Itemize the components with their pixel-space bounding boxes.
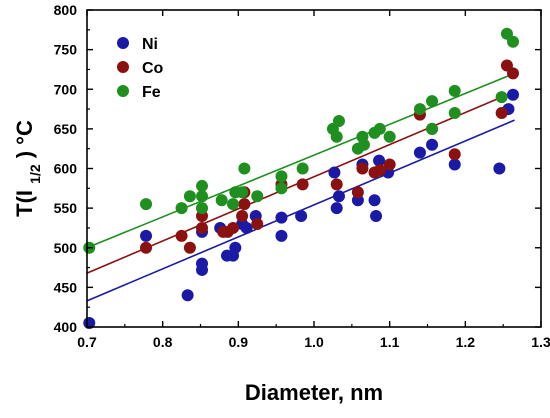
x-tick-label: 0.9 — [229, 334, 249, 350]
data-point-fe — [275, 182, 288, 195]
y-tick-label: 800 — [54, 2, 78, 18]
data-point-ni — [275, 229, 288, 242]
legend-marker-ni — [117, 37, 129, 49]
data-point-co — [196, 221, 209, 234]
data-point-fe — [448, 107, 461, 120]
x-tick-label: 1.3 — [531, 334, 550, 350]
x-tick-label: 0.8 — [153, 334, 173, 350]
data-point-fe — [275, 170, 288, 183]
y-tick-label: 600 — [54, 161, 78, 177]
plot-frame — [86, 9, 542, 328]
data-point-fe — [236, 186, 249, 199]
data-point-fe — [196, 202, 209, 215]
x-tick-label: 0.7 — [77, 334, 97, 350]
data-point-fe — [215, 194, 228, 207]
data-point-fe — [183, 190, 196, 203]
x-tick-label: 1.1 — [380, 334, 400, 350]
y-tick-label: 450 — [54, 279, 78, 295]
data-point-co — [383, 158, 396, 171]
data-point-co — [238, 198, 251, 211]
data-point-ni — [332, 190, 345, 203]
y-axis-title-suffix: ) °C — [12, 120, 37, 158]
y-tick-label: 750 — [54, 42, 78, 58]
data-point-ni — [426, 138, 439, 151]
data-point-fe — [507, 35, 520, 48]
data-point-fe — [495, 91, 508, 104]
data-point-fe — [413, 103, 426, 116]
data-point-fe — [426, 95, 439, 108]
data-point-co — [251, 217, 264, 230]
data-point-ni — [196, 257, 209, 270]
data-point-ni — [240, 221, 253, 234]
legend-marker-co — [117, 61, 129, 73]
data-point-ni — [181, 289, 194, 302]
legend-label-co: Co — [142, 60, 164, 77]
data-point-fe — [227, 198, 240, 211]
y-tick-label: 500 — [54, 240, 78, 256]
legend-marker-fe — [117, 85, 129, 97]
data-point-fe — [196, 190, 209, 203]
y-axis-title-subscript: 1/2 — [27, 164, 43, 184]
y-tick-label: 650 — [54, 121, 78, 137]
data-point-ni — [275, 211, 288, 224]
data-point-ni — [328, 166, 341, 179]
data-point-fe — [251, 190, 264, 203]
x-axis-title: Diameter, nm — [245, 380, 383, 405]
axes-group: 0.7 0.8 0.9 1.0 1.1 1.2 1.3 400 450 500 550 600 650 7… — [54, 2, 550, 350]
legend: Ni Co Fe — [117, 36, 164, 101]
data-point-ni — [448, 158, 461, 171]
y-tick-label: 400 — [54, 319, 78, 335]
data-point-fe — [238, 162, 251, 175]
y-axis-title: T(I 1/2 ) °C — [12, 120, 43, 217]
x-tick-label: 1.0 — [304, 334, 324, 350]
data-point-ni — [413, 146, 426, 159]
data-point-co — [183, 241, 196, 254]
data-point-ni — [493, 162, 506, 175]
data-point-ni — [373, 154, 386, 167]
data-point-co — [373, 164, 386, 177]
data-point-fe — [175, 202, 188, 215]
data-point-ni — [368, 194, 381, 207]
data-point-ni — [229, 241, 242, 254]
x-tick-label: 1.2 — [456, 334, 476, 350]
data-point-co — [356, 162, 369, 175]
data-point-fe — [357, 138, 370, 151]
y-tick-label: 550 — [54, 200, 78, 216]
data-point-fe — [140, 198, 153, 211]
data-point-co — [495, 107, 508, 120]
data-point-co — [448, 148, 461, 161]
data-point-fe — [426, 122, 439, 135]
fit-line-fe — [86, 72, 515, 249]
data-point-ni — [330, 202, 343, 215]
data-points-group — [83, 27, 520, 330]
y-axis-title-prefix: T(I — [12, 190, 37, 217]
data-point-co — [236, 210, 249, 223]
data-point-co — [296, 178, 309, 191]
data-point-ni — [295, 210, 308, 223]
data-point-ni — [370, 210, 383, 223]
data-point-fe — [196, 179, 209, 192]
data-point-co — [140, 241, 153, 254]
data-point-co — [330, 178, 343, 191]
data-point-ni — [507, 88, 520, 101]
data-point-fe — [296, 162, 309, 175]
data-point-fe — [383, 130, 396, 143]
data-point-fe — [330, 130, 343, 143]
data-point-ni — [140, 229, 153, 242]
legend-label-ni: Ni — [142, 36, 158, 53]
data-point-fe — [373, 122, 386, 135]
data-point-co — [227, 221, 240, 234]
data-point-fe — [448, 84, 461, 97]
data-point-fe — [332, 114, 345, 127]
data-point-co — [351, 186, 364, 199]
data-point-co — [507, 67, 520, 80]
legend-label-fe: Fe — [142, 84, 161, 101]
y-tick-label: 700 — [54, 81, 78, 97]
data-point-co — [175, 229, 188, 242]
